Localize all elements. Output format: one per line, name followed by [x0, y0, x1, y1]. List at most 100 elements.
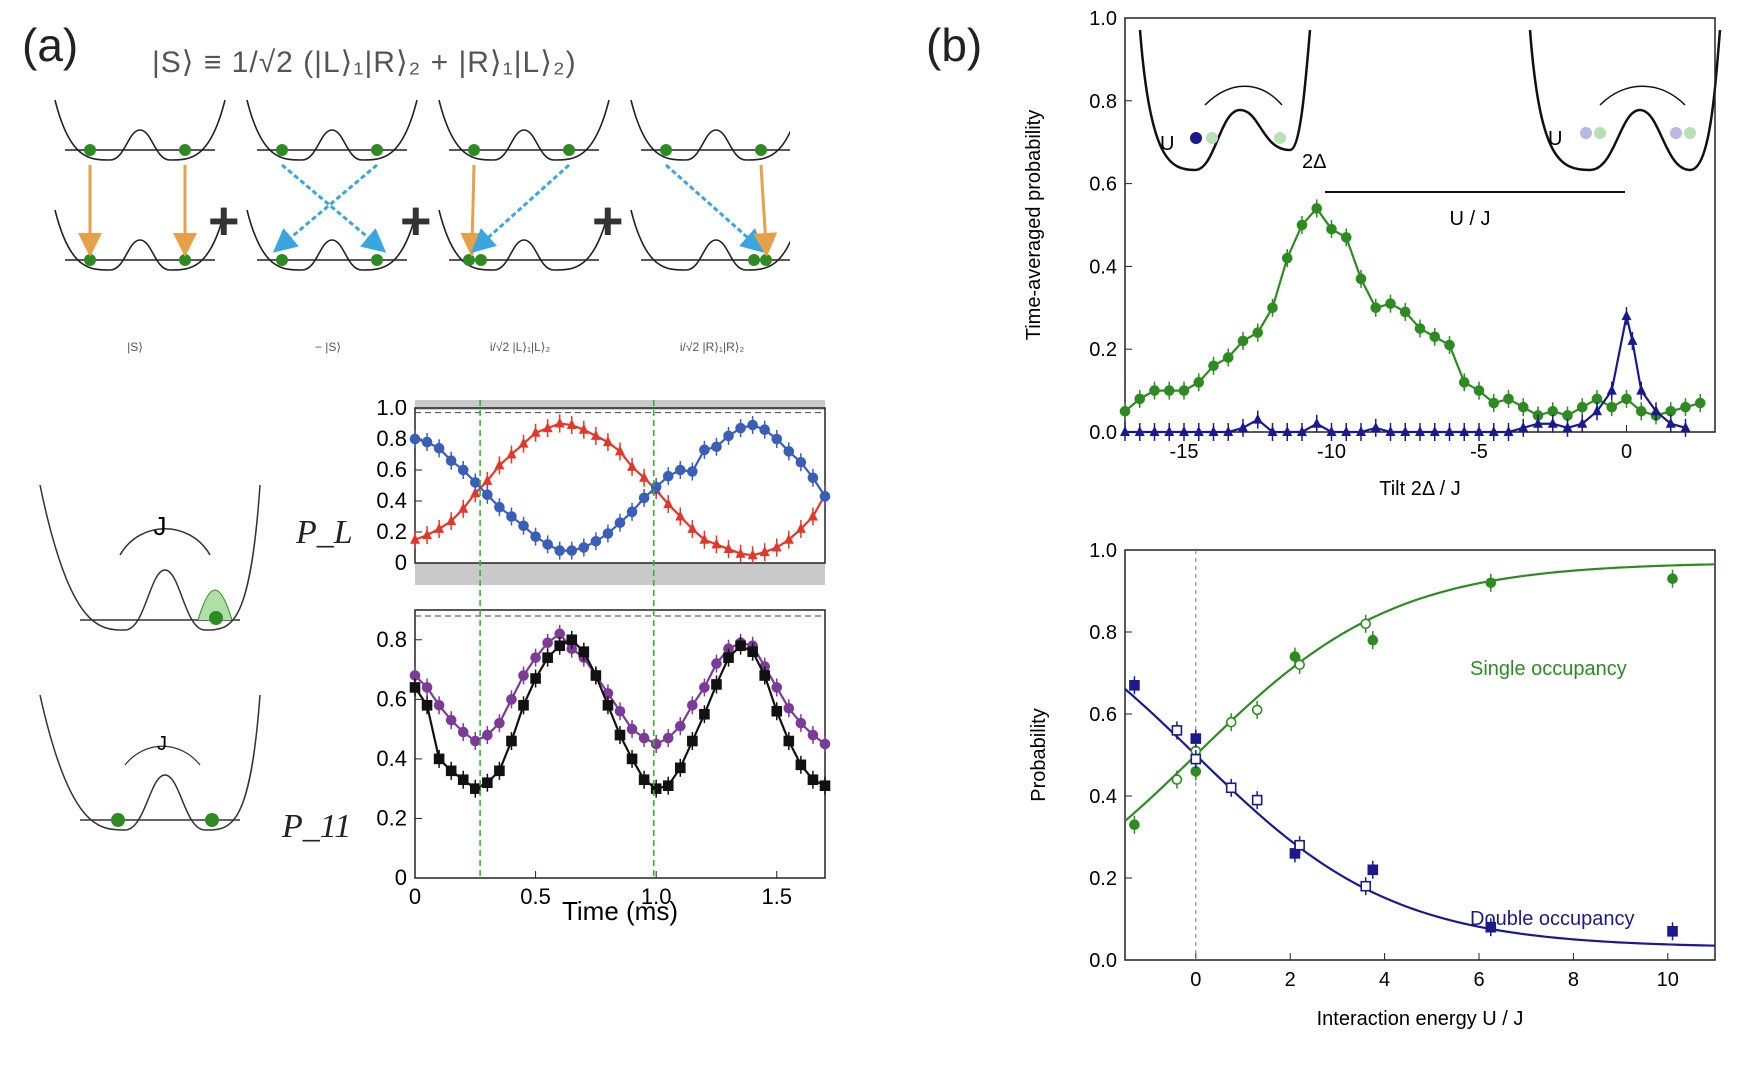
- x-axis-label: Time (ms): [562, 896, 678, 926]
- data-point: [711, 679, 722, 690]
- x-tick-label: -5: [1470, 441, 1488, 463]
- fit-line: [1124, 206, 1701, 417]
- data-point: [699, 682, 710, 693]
- data-point: [457, 774, 469, 786]
- data-point: [494, 459, 505, 470]
- data-point: [482, 777, 493, 789]
- data-point: [494, 717, 505, 729]
- data-point: [457, 464, 469, 476]
- U-label: U: [1548, 128, 1562, 150]
- data-point: [506, 694, 517, 705]
- data-point: [470, 487, 481, 498]
- data-point: [735, 640, 746, 652]
- data-point: [1149, 426, 1160, 436]
- data-point: [638, 492, 650, 504]
- data-point: [819, 491, 831, 502]
- plus-sign: +: [208, 191, 240, 251]
- data-point: [1190, 753, 1202, 765]
- data-point: [674, 720, 686, 732]
- data-point: [446, 515, 457, 526]
- data-point: [566, 634, 578, 646]
- J-label: J: [157, 733, 167, 755]
- data-point: [1179, 426, 1189, 436]
- data-point: [687, 735, 698, 747]
- data-point: [747, 419, 758, 431]
- well-curve: [246, 209, 418, 271]
- data-point: [735, 547, 746, 558]
- data-point: [482, 489, 493, 501]
- data-point: [506, 511, 517, 522]
- data-point: [662, 732, 674, 744]
- data-point: [421, 682, 433, 693]
- data-point: [1164, 426, 1175, 436]
- data-point: [1458, 377, 1470, 388]
- U-label: U: [1160, 133, 1174, 155]
- plus-sign: +: [400, 191, 432, 251]
- data-point: [1488, 426, 1499, 436]
- tunnel-arrow: [665, 163, 765, 253]
- data-point: [445, 714, 457, 726]
- interaction-chart: 0.0 0.2 0.4 0.6 0.8 1.0 0 2 4 6 8 10 Single occupanc…: [1028, 540, 1716, 1030]
- data-point: [578, 646, 590, 657]
- tunnel-arrow: [272, 163, 378, 253]
- atom: [179, 144, 191, 156]
- term-label: − |S⟩: [314, 340, 342, 354]
- double-well-two-atoms: J: [39, 694, 261, 831]
- data-point: [1311, 203, 1323, 214]
- data-point: [554, 417, 565, 428]
- y-tick-label: 0: [395, 865, 407, 890]
- data-point: [1193, 426, 1204, 436]
- term-label: i/√2 |L⟩₁|L⟩₂: [489, 340, 551, 354]
- panel-a-charts: 0 0.2 0.4 0.6 0.8 1.0 0 0.2 0.4 0.6 0.8 0 0.5 1.0 1.5 T…: [376, 400, 831, 926]
- annotation-double: Double occupancy: [1470, 908, 1635, 930]
- y-tick-label: 0.6: [376, 686, 407, 711]
- plus-sign: +: [592, 191, 624, 251]
- y-tick-label: 1.0: [1089, 540, 1117, 562]
- data-point: [1294, 659, 1305, 671]
- data-point: [602, 528, 614, 539]
- data-point: [1341, 426, 1352, 436]
- data-point: [1281, 252, 1293, 264]
- data-point: [1385, 426, 1396, 436]
- well-curve: [438, 209, 610, 271]
- data-point: [1149, 385, 1160, 396]
- y-tick-label: 0.2: [1089, 339, 1117, 361]
- data-point: [1360, 880, 1372, 892]
- fit-curve: [1124, 563, 1716, 822]
- data-point: [1680, 421, 1691, 432]
- data-point: [1592, 405, 1602, 416]
- data-point: [783, 446, 795, 457]
- data-point: [1518, 421, 1529, 432]
- tunnel-arrow: [471, 163, 571, 254]
- data-point: [1223, 426, 1234, 436]
- atom: [475, 254, 487, 266]
- y-tick-label: 0.8: [376, 426, 407, 451]
- y-tick-label: 0.6: [1089, 174, 1117, 196]
- data-point: [1651, 405, 1661, 416]
- gap-band: [415, 563, 825, 585]
- y-tick-label: 0.8: [1089, 622, 1117, 644]
- data-point: [590, 429, 601, 440]
- data-point: [602, 436, 613, 447]
- data-point: [638, 774, 650, 786]
- data-point: [1429, 426, 1440, 436]
- data-point: [506, 735, 517, 747]
- well-curve: [246, 100, 418, 161]
- data-point: [675, 510, 686, 521]
- data-point: [687, 522, 698, 533]
- data-point: [1517, 401, 1529, 413]
- data-point: [1562, 410, 1573, 421]
- well-curve: [54, 100, 226, 161]
- data-point: [1326, 426, 1337, 436]
- data-point: [445, 455, 457, 467]
- data-point: [735, 422, 746, 434]
- data-point: [626, 723, 638, 735]
- data-point: [578, 542, 590, 553]
- data-point: [662, 470, 674, 482]
- data-point: [1429, 331, 1441, 343]
- data-point: [409, 682, 421, 693]
- data-point: [614, 517, 626, 528]
- data-point: [783, 533, 794, 544]
- data-point: [469, 477, 481, 488]
- data-point: [1399, 306, 1411, 318]
